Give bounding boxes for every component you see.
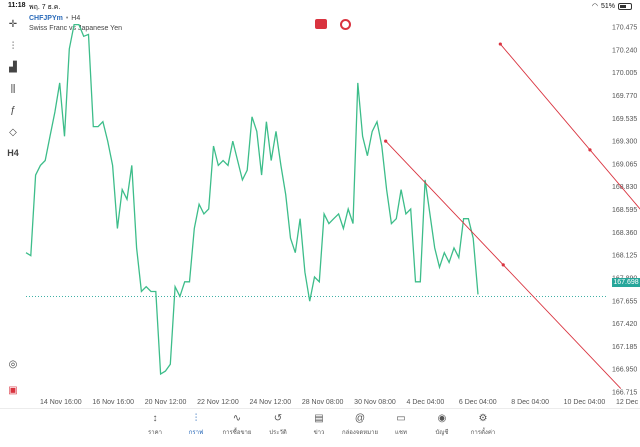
indicators-icon[interactable]: ⫶ (11, 40, 15, 52)
bottom-navigation: ↕ ราคา ⫶ กราฟ ∿ การซื้อขาย ↺ ประวัติ ▤ ข่าว @ กล่อง… (0, 408, 640, 447)
time-axis-label: 22 Nov 12:00 (197, 399, 239, 406)
nav-label: ข่าว (313, 430, 325, 436)
price-axis-label: 167.420 (612, 321, 637, 328)
price-axis-label: 170.240 (612, 47, 637, 54)
price-axis-label: 169.535 (612, 116, 637, 123)
price-axis-label: 170.005 (612, 70, 637, 77)
nav-label: ประวัติ (269, 430, 287, 436)
nav-quotes[interactable]: ↕ ราคา (135, 409, 175, 447)
status-date: พฤ. 7 ธ.ค. (29, 4, 61, 11)
timeframe-button[interactable]: H4 (7, 148, 19, 158)
shapes-icon[interactable]: ◇ (9, 126, 17, 138)
settings-icon: ⚙ (478, 412, 488, 424)
nav-label: การตั้งค่า (470, 430, 496, 436)
nav-chart[interactable]: ⫶ กราฟ (176, 409, 216, 447)
trendline-handle[interactable] (501, 263, 505, 267)
price-axis-label: 168.830 (612, 184, 637, 191)
nav-trade[interactable]: ∿ การซื้อขาย (217, 409, 257, 447)
price-axis-label: 168.595 (612, 207, 637, 214)
nav-chat[interactable]: ▭ แชท (381, 409, 421, 447)
trendline-handle[interactable] (498, 42, 502, 46)
nav-mailbox[interactable]: @ กล่องจดหมาย (340, 409, 380, 447)
price-axis-label: 169.065 (612, 161, 637, 168)
nav-account[interactable]: ◉ บัญชี (422, 409, 462, 447)
quotes-icon: ↕ (152, 412, 158, 424)
current-price-tag: 167.698 (612, 278, 640, 287)
crosshair-icon[interactable]: ✛ (8, 18, 18, 30)
quick-trade-icon[interactable] (340, 19, 351, 30)
status-time: 11:18 (8, 2, 26, 9)
symbol-timeframe: H4 (71, 15, 81, 22)
status-bar: 11:18 พฤ. 7 ธ.ค. ◠ 51% (0, 0, 640, 13)
price-line (25, 23, 479, 376)
trendline-handle[interactable] (384, 139, 388, 143)
nav-history[interactable]: ↺ ประวัติ (258, 409, 298, 447)
trade-icon[interactable]: ▣ (8, 384, 18, 396)
price-axis-label: 168.360 (612, 230, 637, 237)
news-icon: ▤ (314, 412, 324, 424)
time-axis-label: 16 Nov 16:00 (92, 399, 134, 406)
time-axis-label: 10 Dec 04:00 (564, 399, 606, 406)
price-axis-label: 166.715 (612, 389, 637, 396)
left-toolbar: ✛ ⫶ ▟ ⫼ ƒ ◇ H4 ◎ ▣ (0, 13, 26, 408)
nav-label: กราฟ (188, 430, 204, 436)
symbol-info: CHFJPYm • H4 Swiss Franc vs Japanese Yen (29, 15, 122, 32)
chat-icon: ▭ (396, 412, 406, 424)
nav-label: ราคา (148, 430, 162, 436)
symbol-description: Swiss Franc vs Japanese Yen (29, 25, 122, 32)
time-axis-label: 12 Dec 04:00 (616, 399, 640, 406)
time-axis-label: 28 Nov 08:00 (302, 399, 344, 406)
sliders-icon[interactable]: ⫼ (10, 83, 16, 95)
time-axis-label: 24 Nov 12:00 (249, 399, 291, 406)
price-chart[interactable]: 170.475 170.240 170.005 169.770 169.535 169.3… (0, 0, 640, 408)
nav-news[interactable]: ▤ ข่าว (299, 409, 339, 447)
mailbox-icon: @ (354, 412, 366, 424)
battery-icon (618, 2, 632, 10)
price-axis-label: 168.125 (612, 253, 637, 260)
chart-icon: ⫶ (194, 412, 198, 424)
battery-percent: 51% (600, 2, 615, 10)
price-axis-label: 167.655 (612, 298, 637, 305)
nav-label: กล่องจดหมาย (341, 430, 379, 436)
time-axis-label: 30 Nov 08:00 (354, 399, 396, 406)
function-icon[interactable]: ƒ (10, 104, 16, 116)
price-axis-label: 166.950 (612, 367, 637, 374)
account-icon: ◉ (437, 412, 447, 424)
price-axis-label: 170.475 (612, 25, 637, 32)
trendline-handle[interactable] (588, 148, 592, 152)
trade-icon: ∿ (232, 412, 242, 424)
price-axis-label: 169.770 (612, 93, 637, 100)
time-axis-label: 8 Dec 04:00 (511, 399, 549, 406)
time-axis-label: 4 Dec 04:00 (407, 399, 445, 406)
time-axis-label: 14 Nov 16:00 (40, 399, 82, 406)
time-axis-label: 6 Dec 04:00 (459, 399, 497, 406)
nav-label: บัญชี (435, 430, 449, 436)
nav-label: การซื้อขาย (222, 430, 252, 436)
bar-chart-icon[interactable]: ▟ (9, 61, 17, 73)
one-click-trading-icon[interactable] (315, 19, 327, 29)
symbol-name[interactable]: CHFJPYm (29, 15, 63, 22)
status-right: ◠ 51% (592, 2, 632, 10)
price-axis-label: 169.300 (612, 139, 637, 146)
history-icon: ↺ (273, 412, 283, 424)
zoom-icon[interactable]: ◎ (8, 358, 18, 370)
wifi-icon: ◠ (591, 3, 598, 10)
price-axis-label: 167.185 (612, 344, 637, 351)
nav-settings[interactable]: ⚙ การตั้งค่า (463, 409, 503, 447)
nav-label: แชท (395, 430, 407, 436)
time-axis-label: 20 Nov 12:00 (145, 399, 187, 406)
